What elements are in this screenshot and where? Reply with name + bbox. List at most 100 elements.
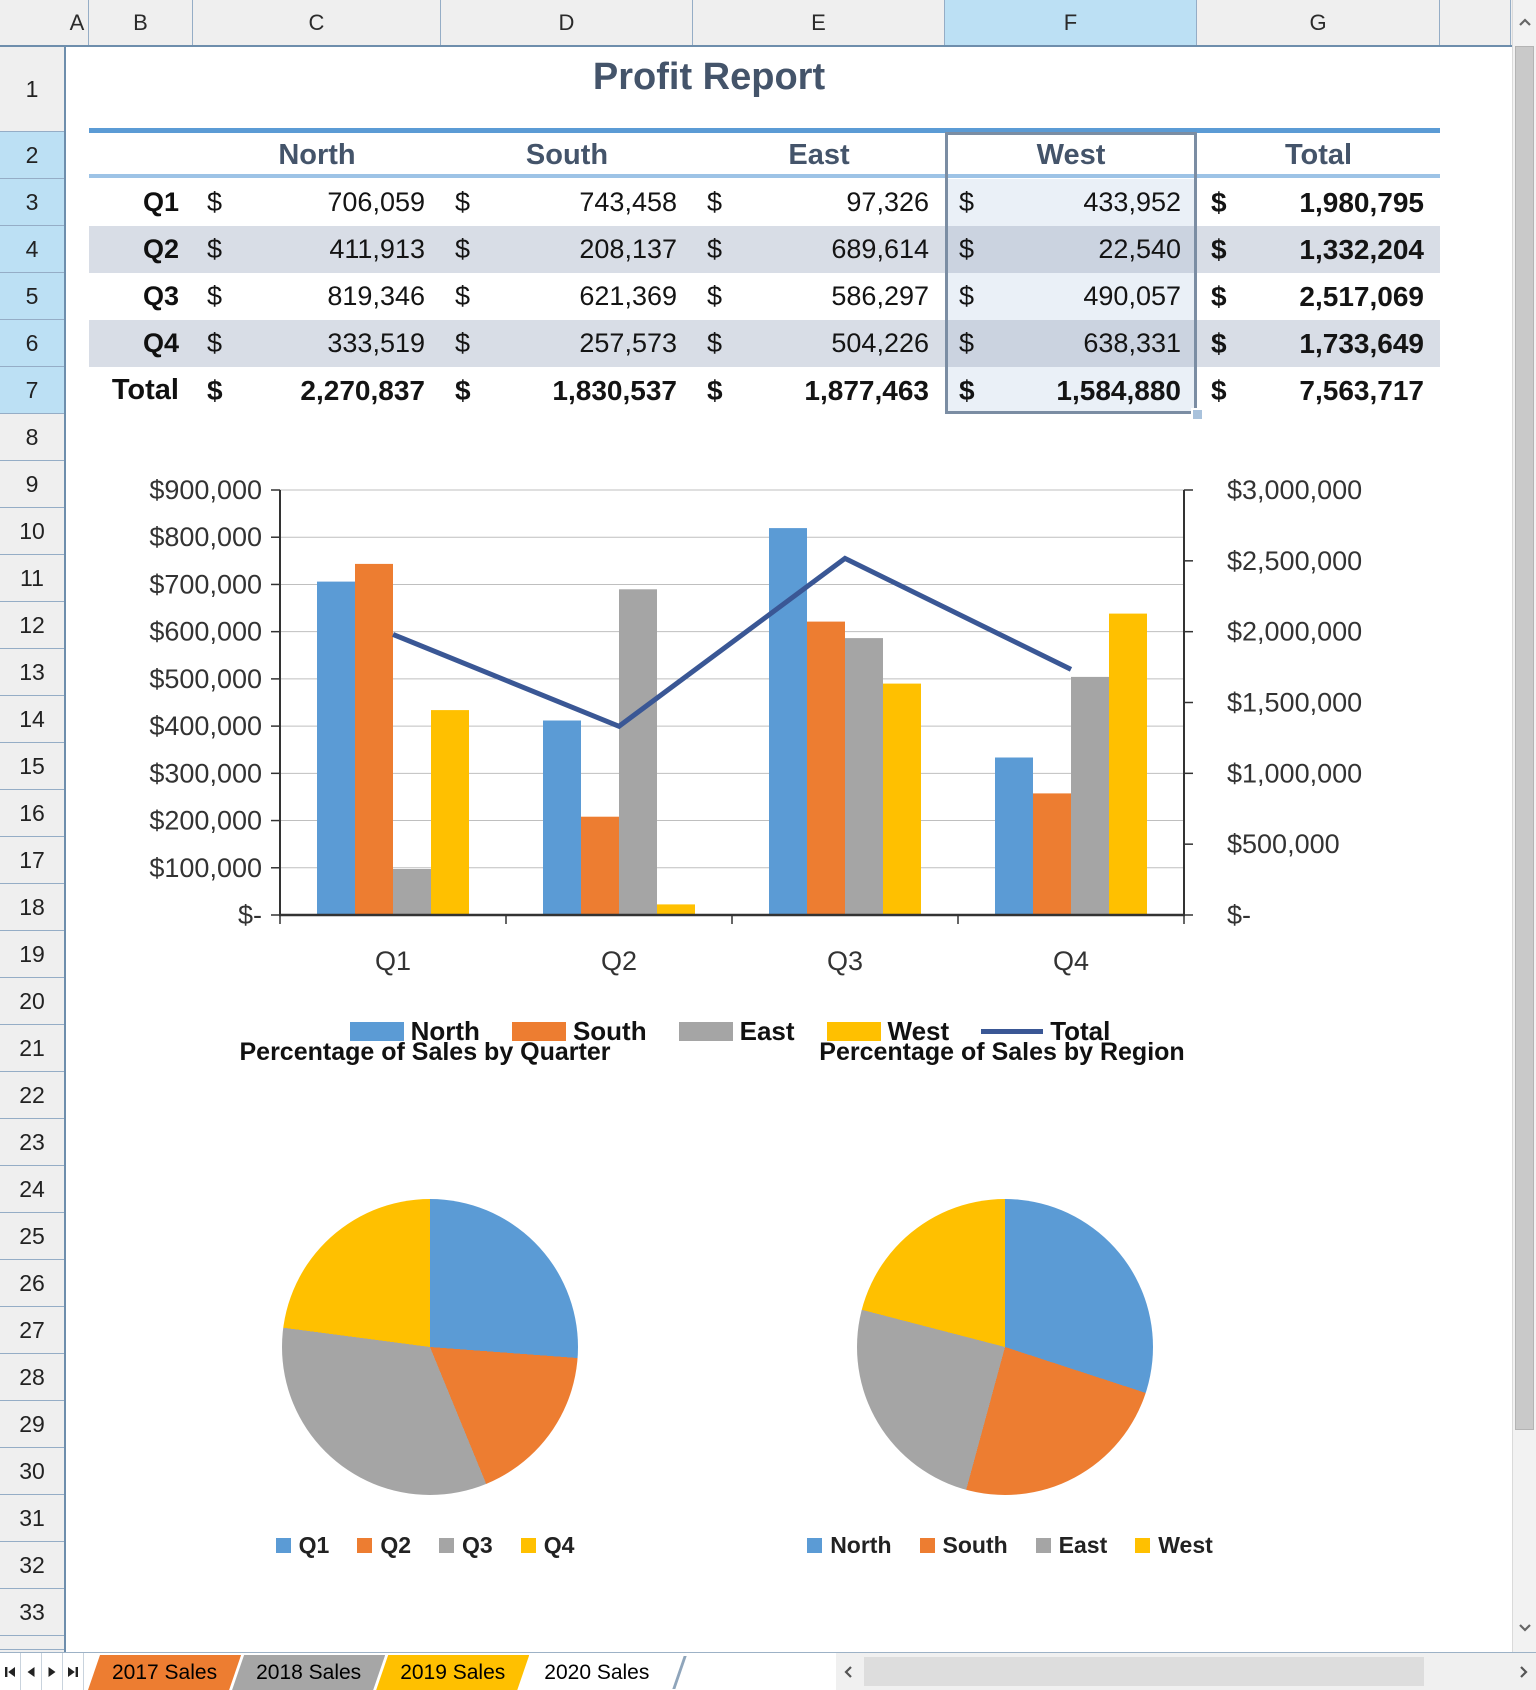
pie-legend-item-q4[interactable]: Q4 — [520, 1532, 574, 1559]
column-header-C[interactable]: C — [193, 0, 441, 45]
vertical-scroll-thumb[interactable] — [1515, 46, 1534, 1430]
row-header-31[interactable]: 31 — [0, 1495, 64, 1542]
row-header-26[interactable]: 26 — [0, 1260, 64, 1307]
table-header-total[interactable]: Total — [1284, 139, 1353, 171]
table-header-east[interactable]: East — [788, 139, 850, 171]
row-label-Q3[interactable]: Q3 — [142, 281, 179, 311]
cell-Q3-South[interactable]: $621,369 — [441, 273, 693, 320]
row-label-total[interactable]: Total — [111, 374, 179, 406]
tab-nav-first-sheet[interactable] — [0, 1653, 21, 1690]
cell-Q2-North[interactable]: $411,913 — [193, 226, 441, 273]
cell-Q2-South[interactable]: $208,137 — [441, 226, 693, 273]
row-header-13[interactable]: 13 — [0, 649, 64, 696]
table-header-south[interactable]: South — [525, 139, 609, 171]
row-header-2[interactable]: 2 — [0, 132, 64, 179]
table-header-west[interactable]: West — [1036, 139, 1106, 171]
row-header-29[interactable]: 29 — [0, 1401, 64, 1448]
sheet-tab-2019-sales[interactable]: 2019 Sales — [376, 1655, 529, 1690]
pie-legend-item-north[interactable]: North — [807, 1532, 892, 1559]
pie-chart-by-region[interactable] — [857, 1199, 1153, 1495]
selection-fill-handle[interactable] — [1191, 408, 1204, 421]
hscroll-right-button[interactable] — [1510, 1653, 1536, 1690]
row-header-20[interactable]: 20 — [0, 978, 64, 1025]
table-header-north[interactable]: North — [278, 139, 356, 171]
cell-total-West[interactable]: $1,584,880 — [945, 367, 1197, 414]
cell-Q1-East[interactable]: $97,326 — [693, 179, 945, 226]
sheet-tab-2017-sales[interactable]: 2017 Sales — [88, 1655, 241, 1690]
row-header-23[interactable]: 23 — [0, 1119, 64, 1166]
row-header-30[interactable]: 30 — [0, 1448, 64, 1495]
cell-Q4-East[interactable]: $504,226 — [693, 320, 945, 367]
sheet-tab-2018-sales[interactable]: 2018 Sales — [232, 1655, 385, 1690]
legend-item-east[interactable]: East — [678, 1016, 795, 1047]
row-header-10[interactable]: 10 — [0, 508, 64, 555]
cell-total-North[interactable]: $2,270,837 — [193, 367, 441, 414]
cell-Q3-total[interactable]: $2,517,069 — [1197, 273, 1440, 320]
column-header-E[interactable]: E — [693, 0, 945, 45]
row-header-24[interactable]: 24 — [0, 1166, 64, 1213]
row-header-9[interactable]: 9 — [0, 461, 64, 508]
cell-Q3-West[interactable]: $490,057 — [945, 273, 1197, 320]
cell-grand-total[interactable]: $7,563,717 — [1197, 367, 1440, 414]
row-header-25[interactable]: 25 — [0, 1213, 64, 1260]
row-label-Q1[interactable]: Q1 — [142, 187, 179, 217]
row-header-8[interactable]: 8 — [0, 414, 64, 461]
row-header-partial[interactable] — [0, 1636, 64, 1650]
tab-nav-next-sheet[interactable] — [42, 1653, 63, 1690]
legend-item-north[interactable]: North — [349, 1016, 480, 1047]
scroll-up-button[interactable] — [1513, 2, 1536, 44]
row-header-15[interactable]: 15 — [0, 743, 64, 790]
row-header-17[interactable]: 17 — [0, 837, 64, 884]
row-header-4[interactable]: 4 — [0, 226, 64, 273]
pie-legend-item-q2[interactable]: Q2 — [357, 1532, 411, 1559]
row-label-Q2[interactable]: Q2 — [142, 234, 179, 264]
cell-Q1-West[interactable]: $433,952 — [945, 179, 1197, 226]
cell-Q2-West[interactable]: $22,540 — [945, 226, 1197, 273]
cell-total-East[interactable]: $1,877,463 — [693, 367, 945, 414]
cell-Q4-South[interactable]: $257,573 — [441, 320, 693, 367]
row-header-11[interactable]: 11 — [0, 555, 64, 602]
pie-chart-by-quarter[interactable] — [282, 1199, 578, 1495]
pie-legend-item-q1[interactable]: Q1 — [275, 1532, 329, 1559]
cell-Q2-East[interactable]: $689,614 — [693, 226, 945, 273]
row-header-7[interactable]: 7 — [0, 367, 64, 414]
sheet-tab-2020-sales[interactable]: 2020 Sales — [520, 1655, 673, 1690]
row-header-28[interactable]: 28 — [0, 1354, 64, 1401]
pie-legend-item-west[interactable]: West — [1135, 1532, 1213, 1559]
column-header-blank[interactable] — [1440, 0, 1511, 45]
row-header-22[interactable]: 22 — [0, 1072, 64, 1119]
cell-Q4-West[interactable]: $638,331 — [945, 320, 1197, 367]
cell-total-South[interactable]: $1,830,537 — [441, 367, 693, 414]
row-label-Q4[interactable]: Q4 — [142, 328, 179, 358]
legend-item-south[interactable]: South — [511, 1016, 647, 1047]
cell-Q1-North[interactable]: $706,059 — [193, 179, 441, 226]
row-header-27[interactable]: 27 — [0, 1307, 64, 1354]
row-header-32[interactable]: 32 — [0, 1542, 64, 1589]
row-header-6[interactable]: 6 — [0, 320, 64, 367]
cell-Q3-North[interactable]: $819,346 — [193, 273, 441, 320]
row-header-18[interactable]: 18 — [0, 884, 64, 931]
vertical-scrollbar[interactable] — [1512, 0, 1536, 1652]
scroll-down-button[interactable] — [1513, 1606, 1536, 1648]
horizontal-scroll-thumb[interactable] — [864, 1657, 1424, 1686]
column-header-B[interactable]: B — [89, 0, 193, 45]
row-header-1[interactable]: 1 — [0, 47, 64, 132]
row-header-3[interactable]: 3 — [0, 179, 64, 226]
row-header-16[interactable]: 16 — [0, 790, 64, 837]
tab-nav-previous-sheet[interactable] — [21, 1653, 42, 1690]
horizontal-scroll-track[interactable] — [862, 1653, 1510, 1690]
row-header-21[interactable]: 21 — [0, 1025, 64, 1072]
legend-item-west[interactable]: West — [826, 1016, 949, 1047]
cell-Q4-total[interactable]: $1,733,649 — [1197, 320, 1440, 367]
pie-legend-item-south[interactable]: South — [919, 1532, 1008, 1559]
column-header-A[interactable]: A — [66, 0, 89, 45]
column-header-F[interactable]: F — [945, 0, 1197, 45]
column-header-G[interactable]: G — [1197, 0, 1440, 45]
cell-Q2-total[interactable]: $1,332,204 — [1197, 226, 1440, 273]
row-header-19[interactable]: 19 — [0, 931, 64, 978]
cell-Q3-East[interactable]: $586,297 — [693, 273, 945, 320]
row-header-33[interactable]: 33 — [0, 1589, 64, 1636]
hscroll-left-button[interactable] — [836, 1653, 862, 1690]
row-header-5[interactable]: 5 — [0, 273, 64, 320]
cell-Q1-total[interactable]: $1,980,795 — [1197, 179, 1440, 226]
